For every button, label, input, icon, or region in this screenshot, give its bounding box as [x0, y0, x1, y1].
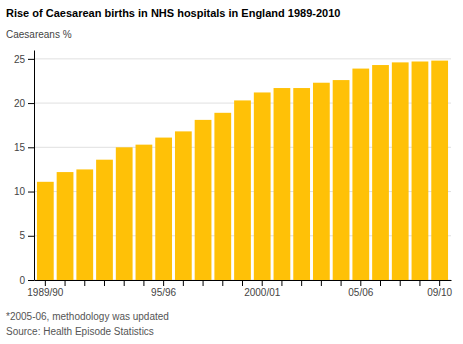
y-tick-label: 0 [19, 275, 25, 286]
bar [392, 62, 409, 280]
x-tick-mark [262, 280, 263, 286]
x-tick-mark [65, 280, 66, 286]
x-tick: 09/10 [427, 280, 452, 298]
footnote: Source: Health Episode Statistics [6, 326, 154, 337]
y-tick: 0 [19, 275, 34, 286]
y-tick-label: 5 [19, 230, 25, 241]
x-tick [419, 280, 420, 286]
x-tick [65, 280, 66, 286]
x-tick-mark [84, 280, 85, 286]
x-tick-mark [104, 280, 105, 286]
x-tick-mark [360, 280, 361, 286]
x-tick-mark [45, 280, 46, 286]
x-tick [104, 280, 105, 286]
y-tick-label: 10 [14, 186, 26, 197]
grid [34, 59, 451, 280]
x-tick-mark [439, 280, 440, 286]
x-tick [143, 280, 144, 286]
y-tick: 20 [14, 98, 34, 109]
y-axis-line [34, 51, 35, 281]
x-tick-mark [419, 280, 420, 286]
bar [136, 145, 153, 280]
x-axis: 1989/90 95/96 2000/01 05/06 09/10 [27, 280, 452, 298]
x-tick-mark [124, 280, 125, 286]
bar [372, 65, 389, 280]
bar [431, 61, 448, 280]
y-tick: 10 [14, 186, 34, 197]
x-tick-mark [203, 280, 204, 286]
x-tick-mark [341, 280, 342, 286]
x-tick [380, 280, 381, 286]
bar [195, 120, 212, 280]
y-tick-mark [28, 280, 34, 281]
y-tick: 5 [19, 230, 34, 241]
x-tick [84, 280, 85, 286]
bar [333, 80, 350, 280]
x-tick-mark [301, 280, 302, 286]
x-tick-mark [380, 280, 381, 286]
x-tick: 05/06 [348, 280, 373, 298]
y-tick-label: 20 [14, 98, 26, 109]
x-tick-mark [242, 280, 243, 286]
bar [214, 113, 231, 280]
x-tick-mark [143, 280, 144, 286]
footnote: *2005-06, methodology was updated [6, 311, 169, 322]
y-tick: 25 [14, 54, 34, 65]
bar [155, 138, 172, 280]
y-tick-label: 25 [14, 54, 26, 65]
bar [352, 69, 369, 280]
x-tick [203, 280, 204, 286]
y-tick-label: 15 [14, 142, 26, 153]
x-tick [301, 280, 302, 286]
x-tick-mark [183, 280, 184, 286]
y-axis: 0 5 10 15 20 25 [14, 51, 35, 286]
y-tick-mark [28, 147, 34, 148]
x-tick-label: 1989/90 [27, 287, 64, 298]
y-tick-mark [28, 59, 34, 60]
x-tick: 2000/01 [244, 280, 281, 298]
bar [175, 131, 192, 280]
x-tick-mark [400, 280, 401, 286]
bar [412, 62, 429, 281]
bar [234, 100, 251, 280]
bar [274, 88, 291, 280]
y-tick-mark [28, 236, 34, 237]
x-tick-mark [321, 280, 322, 286]
y-tick-mark [28, 192, 34, 193]
bar [313, 83, 330, 280]
bar [57, 172, 74, 280]
x-tick [341, 280, 342, 286]
y-tick-mark [28, 103, 34, 104]
x-tick [400, 280, 401, 286]
bar [116, 147, 133, 280]
y-tick: 15 [14, 142, 34, 153]
x-tick [222, 280, 223, 286]
y-axis-label: Caesareans % [6, 29, 72, 40]
bar [96, 160, 113, 280]
x-tick: 1989/90 [27, 280, 64, 298]
x-tick [124, 280, 125, 286]
x-tick [321, 280, 322, 286]
chart: Rise of Caesarean births in NHS hospital… [0, 0, 463, 344]
x-tick-mark [163, 280, 164, 286]
x-tick-label: 09/10 [427, 287, 452, 298]
x-tick [183, 280, 184, 286]
x-tick-mark [281, 280, 282, 286]
bar [76, 169, 93, 280]
bars [37, 61, 448, 280]
x-tick-mark [222, 280, 223, 286]
bar [254, 92, 271, 280]
x-tick-label: 2000/01 [244, 287, 281, 298]
bar [37, 182, 54, 280]
bar [293, 88, 310, 280]
plot: 1989/90 95/96 2000/01 05/06 09/10 0 5 10 15 20 25 [14, 51, 453, 299]
x-tick [281, 280, 282, 286]
x-tick-label: 95/96 [151, 287, 176, 298]
title: Rise of Caesarean births in NHS hospital… [6, 7, 340, 19]
x-tick: 95/96 [151, 280, 176, 298]
x-tick-label: 05/06 [348, 287, 373, 298]
footnotes: *2005-06, methodology was updated Source:… [6, 311, 169, 337]
grid-line [34, 58, 451, 59]
x-tick [242, 280, 243, 286]
